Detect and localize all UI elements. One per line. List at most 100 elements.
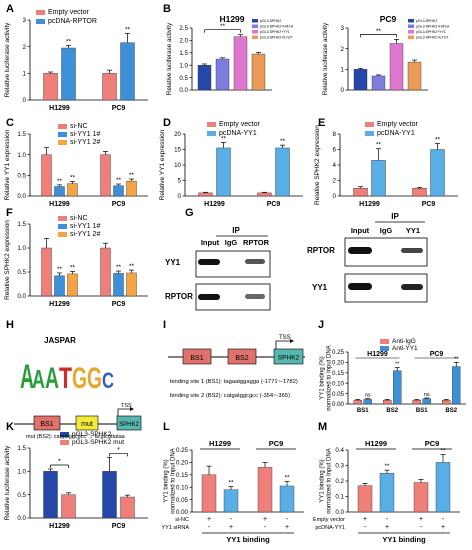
panel-letter-h: H bbox=[6, 319, 14, 331]
tss-arrow bbox=[117, 408, 130, 416]
significance-label: ** bbox=[129, 263, 135, 270]
chart-a: 0 1 2 3 Relative luciferase activity H1299 PC9… bbox=[4, 9, 148, 112]
panel-letter-f: F bbox=[6, 207, 13, 219]
blot-ip-label: IP bbox=[232, 226, 240, 235]
bar bbox=[54, 275, 65, 297]
chart-d: 0 5 10 15 20 Relative YY1 expression ** H1299 **… bbox=[159, 121, 303, 208]
bar bbox=[102, 73, 117, 101]
significance-label: ** bbox=[220, 23, 226, 30]
group-label: H1299 bbox=[367, 351, 388, 358]
y-tick-label: 0.10 bbox=[176, 484, 189, 491]
blot-left: IP Input IgG RPTOR YY1 RPTOR bbox=[165, 226, 271, 311]
y-tick-label: 0.15 bbox=[332, 370, 345, 377]
y-tick-label: 2 bbox=[333, 178, 337, 185]
legend-label: si-YY1 1# bbox=[70, 131, 100, 138]
condition-sign: - bbox=[264, 524, 267, 531]
tss-arrow bbox=[275, 340, 290, 349]
bs1-label: BS1 bbox=[40, 421, 53, 428]
sphk2-label: SPHK2 bbox=[278, 355, 300, 362]
y-axis-label: Relative YY1 expression bbox=[4, 129, 11, 200]
x-tick-label: H1299 bbox=[49, 201, 70, 208]
bar bbox=[430, 149, 445, 197]
bar bbox=[41, 247, 52, 297]
bar bbox=[393, 370, 402, 405]
y-tick-label: 0.0 bbox=[17, 515, 26, 522]
legend-swatch bbox=[252, 19, 258, 23]
y-tick-label: 0 bbox=[178, 193, 182, 200]
motif-letter-g: G bbox=[72, 362, 87, 395]
jaspar-title: JASPAR bbox=[44, 336, 76, 345]
y-axis-label: normalized to Input DNA bbox=[327, 448, 333, 513]
group-label: PC9 bbox=[430, 351, 444, 358]
bar bbox=[389, 43, 404, 91]
y-tick-label: 5 bbox=[178, 178, 182, 185]
legend-swatch bbox=[380, 339, 389, 344]
y-tick-label: 1.0 bbox=[17, 245, 26, 252]
y-axis-label: normalized to Input DNA bbox=[327, 345, 333, 410]
bs2-box bbox=[227, 348, 257, 365]
group-label: PC9 bbox=[269, 439, 284, 448]
y-tick-label: 0.05 bbox=[176, 497, 189, 504]
x-tick-label: BS1 bbox=[357, 408, 369, 414]
mut-sequence: mut (BS2): catgatggcgcc → acgtcgttataa bbox=[26, 434, 126, 440]
legend-swatch bbox=[36, 10, 45, 15]
legend-label: si-YY1 2# bbox=[70, 139, 100, 146]
bar bbox=[100, 247, 111, 297]
group-label: H1299 bbox=[365, 439, 387, 448]
y-axis-label: YY1 binding (%) bbox=[320, 356, 326, 399]
legend-swatch bbox=[365, 131, 374, 136]
significance-label: ** bbox=[376, 142, 382, 149]
legend-label: pGL3-SPHK2 mut bbox=[72, 439, 124, 446]
condition-sign: - bbox=[442, 516, 445, 523]
y-tick-label: 0 bbox=[341, 87, 345, 94]
legend-label: Anti-IgG bbox=[392, 338, 416, 345]
y-tick-label: 1.5 bbox=[179, 50, 188, 57]
x-tick-label: PC9 bbox=[112, 523, 126, 530]
condition-sign: + bbox=[263, 516, 267, 523]
x-axis-label: YY1 binding bbox=[382, 535, 426, 544]
panel-letter-l: L bbox=[163, 421, 170, 433]
y-axis-label: Relative SPHK2 expression bbox=[314, 125, 321, 205]
x-axis-label: YY1 binding bbox=[226, 535, 270, 544]
chart-b-h1299: 0.0 0.5 1.0 1.5 2.0 2.5 Relative luciferase ac… bbox=[166, 14, 294, 95]
y-tick-label: 0.4 bbox=[335, 447, 344, 454]
panel-letter-j: J bbox=[318, 319, 324, 331]
legend-label: Empty vector bbox=[219, 121, 261, 128]
legend-swatch bbox=[207, 131, 216, 136]
blot-band bbox=[198, 294, 220, 300]
legend-label: si-NC bbox=[70, 215, 88, 222]
y-tick-label: 10 bbox=[174, 162, 181, 169]
x-tick-label: H1299 bbox=[49, 523, 70, 530]
panel-letter-a: A bbox=[6, 3, 14, 15]
x-tick-label: BS1 bbox=[416, 408, 428, 414]
y-tick-label: 0 bbox=[333, 193, 337, 200]
bar bbox=[257, 467, 273, 513]
y-axis-label: Relative YY1 expression bbox=[159, 129, 166, 200]
y-tick-label: 4 bbox=[333, 162, 337, 169]
blot-row-yy1: YY1 bbox=[312, 283, 328, 292]
chart-e: 0 2 4 6 8 Relative SPHK2 expression ** H1299 ** P… bbox=[314, 121, 458, 208]
significance-label: ns bbox=[424, 392, 430, 398]
bs1-box bbox=[33, 415, 61, 431]
y-tick-label: 0.20 bbox=[332, 360, 345, 367]
blot-ip-label: IP bbox=[391, 212, 399, 221]
binding-site-1: binding site 1 (BS1): tagaatggagga (-177… bbox=[170, 379, 298, 385]
y-tick-label: 0.15 bbox=[176, 472, 189, 479]
bar bbox=[102, 471, 117, 519]
legend-label: pcDNA-RPTOR bbox=[48, 18, 97, 25]
significance-label: ** bbox=[440, 448, 446, 455]
y-tick-label: 20 bbox=[174, 131, 181, 138]
significance-label: ** bbox=[280, 138, 286, 145]
bar bbox=[413, 482, 429, 513]
y-axis-label: Relative SPHK2 expression bbox=[4, 220, 11, 300]
condition-label: YY1 siRNA bbox=[161, 525, 189, 531]
bar bbox=[442, 400, 451, 405]
bar bbox=[61, 47, 76, 101]
significance-label: ** bbox=[70, 175, 76, 182]
significance-label: ** bbox=[384, 463, 390, 470]
significance-label: ** bbox=[228, 480, 234, 487]
y-tick-label: 0.25 bbox=[332, 349, 345, 356]
bar bbox=[371, 75, 386, 91]
legend-swatch bbox=[58, 132, 67, 137]
